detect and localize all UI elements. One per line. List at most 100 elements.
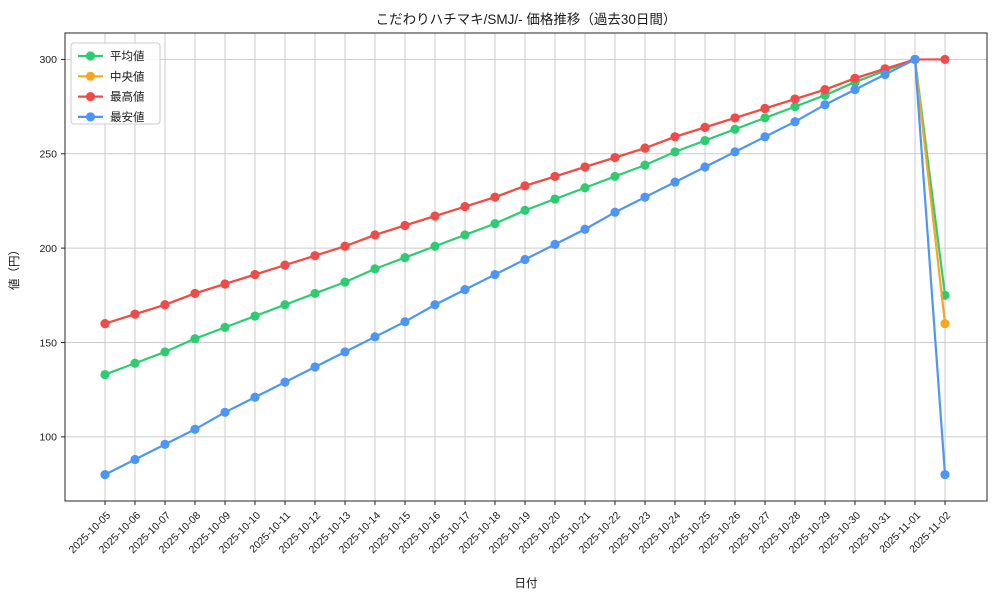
data-point-min xyxy=(310,362,320,372)
data-point-max xyxy=(280,260,290,270)
data-point-mean xyxy=(610,171,620,182)
data-point-min xyxy=(220,407,230,417)
data-point-min xyxy=(760,132,770,142)
data-point-min xyxy=(940,469,950,480)
data-point-min xyxy=(910,54,920,65)
series-markers-min xyxy=(100,54,950,480)
plot-area xyxy=(64,32,988,502)
data-point-max xyxy=(640,143,650,153)
data-point-min xyxy=(640,192,650,202)
data-point-max xyxy=(700,122,710,132)
data-point-min xyxy=(580,224,590,234)
y-tick-label: 200 xyxy=(39,243,57,255)
data-point-mean xyxy=(700,135,710,146)
data-point-min xyxy=(700,162,710,172)
data-point-mean xyxy=(130,358,140,368)
data-point-mean xyxy=(400,252,410,263)
legend-box xyxy=(70,42,161,125)
y-tick-label: 300 xyxy=(39,54,57,66)
legend-item-min: 最安値 xyxy=(78,110,145,124)
data-point-max xyxy=(820,85,830,95)
data-point-max xyxy=(220,279,230,289)
data-point-min xyxy=(370,332,380,342)
data-point-mean xyxy=(430,241,440,251)
data-point-min xyxy=(520,254,530,265)
data-point-max xyxy=(730,113,740,123)
data-point-min xyxy=(610,207,620,217)
data-point-mean xyxy=(550,194,560,204)
data-point-min xyxy=(190,424,200,434)
data-point-mean xyxy=(190,334,200,344)
data-point-max xyxy=(580,162,590,172)
data-point-min xyxy=(820,100,830,110)
data-point-min xyxy=(790,117,800,127)
data-point-max xyxy=(670,132,680,142)
data-point-min xyxy=(280,377,290,387)
data-point-max xyxy=(100,319,110,329)
legend-label-max: 最高値 xyxy=(110,90,145,104)
data-point-min xyxy=(730,147,740,157)
data-point-min xyxy=(550,239,560,249)
data-point-min xyxy=(430,300,440,310)
y-tick-label: 250 xyxy=(39,149,57,161)
legend-label-median: 中央値 xyxy=(110,70,145,83)
y-tick-label: 150 xyxy=(39,337,57,349)
data-point-mean xyxy=(340,277,350,287)
legend-item-median: 中央値 xyxy=(78,70,145,83)
data-point-mean xyxy=(310,288,320,299)
data-point-min xyxy=(880,69,890,80)
data-point-max xyxy=(760,103,770,114)
data-point-mean xyxy=(580,183,590,193)
data-point-median xyxy=(940,319,950,329)
y-tick-label: 100 xyxy=(39,432,57,444)
series-layer xyxy=(100,54,950,480)
data-point-max xyxy=(490,192,500,202)
legend-item-max: 最高値 xyxy=(78,90,145,104)
legend-label-min: 最安値 xyxy=(110,110,145,124)
data-point-min xyxy=(160,439,170,449)
data-point-min xyxy=(130,454,140,465)
data-point-mean xyxy=(790,101,800,112)
data-point-max xyxy=(430,211,440,221)
data-point-max xyxy=(340,241,350,251)
legend-marker-max xyxy=(85,92,96,102)
data-point-min xyxy=(250,392,260,402)
legend-marker-min xyxy=(85,112,96,122)
data-point-mean xyxy=(460,230,470,240)
data-point-min xyxy=(490,269,500,280)
data-point-min xyxy=(850,85,860,95)
data-point-max xyxy=(850,73,860,83)
data-point-max xyxy=(370,230,380,240)
data-point-mean xyxy=(100,369,110,380)
data-point-mean xyxy=(760,113,770,123)
data-point-max xyxy=(460,202,470,212)
legend-marker-median xyxy=(85,71,96,81)
data-point-mean xyxy=(520,205,530,215)
data-point-min xyxy=(340,347,350,357)
data-point-min xyxy=(460,285,470,295)
data-point-mean xyxy=(490,218,500,229)
data-point-max xyxy=(610,152,620,163)
data-point-min xyxy=(100,469,110,480)
data-point-max xyxy=(790,94,800,104)
data-point-mean xyxy=(250,311,260,321)
legend-item-mean: 平均値 xyxy=(78,50,145,63)
data-point-mean xyxy=(220,322,230,332)
data-point-max xyxy=(190,288,200,299)
data-point-max xyxy=(160,300,170,310)
data-point-mean xyxy=(160,347,170,357)
data-point-max xyxy=(940,54,950,65)
data-point-min xyxy=(400,317,410,327)
legend-label-mean: 平均値 xyxy=(110,50,145,63)
data-point-max xyxy=(130,309,140,319)
data-point-max xyxy=(310,251,320,261)
y-axis-label: 値（円） xyxy=(8,244,21,290)
x-axis-label: 日付 xyxy=(515,577,538,590)
data-point-mean xyxy=(730,124,740,134)
data-point-mean xyxy=(370,264,380,274)
data-point-mean xyxy=(670,147,680,157)
data-point-max xyxy=(250,269,260,280)
